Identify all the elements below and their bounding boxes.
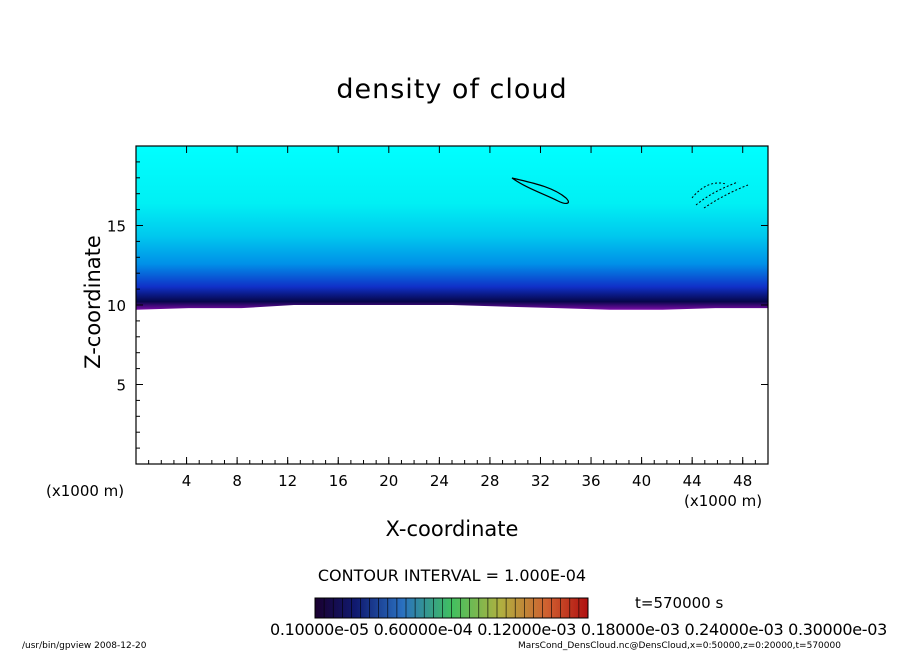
cloud-density-field <box>136 146 768 310</box>
footer-left: /usr/bin/gpview 2008-12-20 <box>22 641 147 651</box>
x-tick-label: 40 <box>632 472 651 490</box>
y-tick-label: 5 <box>116 377 126 395</box>
y-axis-label: Z-coordinate <box>81 235 105 369</box>
y-tick-label: 15 <box>107 218 126 236</box>
footer-right: MarsCond_DensCloud.nc@DensCloud,x=0:5000… <box>518 641 841 651</box>
x-unit-right: (x1000 m) <box>684 492 762 510</box>
x-tick-label: 4 <box>182 472 192 490</box>
x-tick-label: 44 <box>683 472 702 490</box>
contour-line <box>691 181 749 209</box>
colorbar-labels: 0.10000e-05 0.60000e-04 0.12000e-03 0.18… <box>270 620 887 639</box>
contour-line <box>511 177 569 204</box>
x-tick-label: 28 <box>480 472 499 490</box>
x-tick-label: 36 <box>581 472 600 490</box>
x-axis-label: X-coordinate <box>386 517 519 541</box>
x-tick-label: 48 <box>733 472 752 490</box>
x-tick-label: 20 <box>379 472 398 490</box>
x-unit-left: (x1000 m) <box>46 482 124 500</box>
time-label: t=570000 s <box>635 594 724 612</box>
chart-title: density of cloud <box>336 74 568 105</box>
x-tick-label: 16 <box>329 472 348 490</box>
x-tick-label: 8 <box>232 472 242 490</box>
x-tick-label: 12 <box>278 472 297 490</box>
x-tick-label: 24 <box>430 472 449 490</box>
y-tick-label: 10 <box>107 297 126 315</box>
contour-interval: CONTOUR INTERVAL = 1.000E-04 <box>317 566 587 585</box>
x-tick-label: 32 <box>531 472 550 490</box>
